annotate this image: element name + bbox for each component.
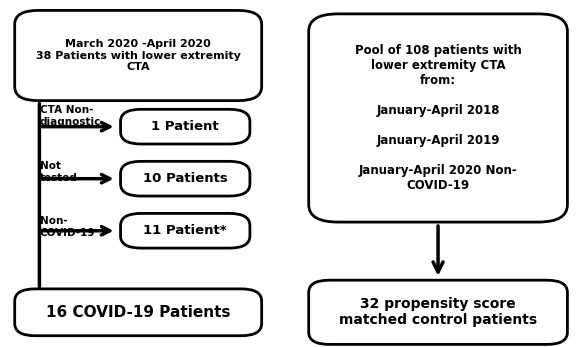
Text: 32 propensity score
matched control patients: 32 propensity score matched control pati… [339,297,537,328]
Text: Pool of 108 patients with
lower extremity CTA
from:

January-April 2018

January: Pool of 108 patients with lower extremit… [355,44,522,192]
Text: 10 Patients: 10 Patients [143,172,228,185]
Text: Not
tested: Not tested [40,161,78,183]
FancyBboxPatch shape [121,161,250,196]
FancyBboxPatch shape [15,10,262,101]
FancyBboxPatch shape [309,280,567,344]
FancyBboxPatch shape [121,213,250,248]
Text: Non-
COVID-19: Non- COVID-19 [40,217,95,238]
Text: March 2020 -April 2020
38 Patients with lower extremity
CTA: March 2020 -April 2020 38 Patients with … [36,39,240,72]
Text: 11 Patient*: 11 Patient* [143,224,227,237]
Text: 16 COVID-19 Patients: 16 COVID-19 Patients [46,305,230,320]
FancyBboxPatch shape [15,289,262,336]
Text: 1 Patient: 1 Patient [151,120,219,133]
Text: CTA Non-
diagnostic: CTA Non- diagnostic [40,105,101,127]
FancyBboxPatch shape [121,109,250,144]
FancyBboxPatch shape [309,14,567,222]
